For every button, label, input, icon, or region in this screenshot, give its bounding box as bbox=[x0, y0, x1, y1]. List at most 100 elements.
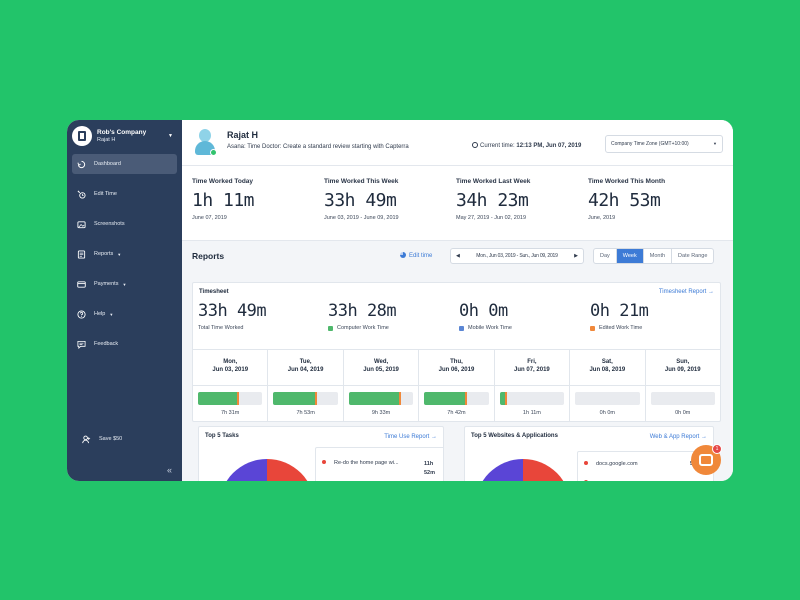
pie-chart-icon bbox=[400, 252, 406, 258]
day-name: Thu, bbox=[450, 359, 463, 365]
task-name: Re-do the home page wi... bbox=[334, 460, 399, 466]
top-websites-panel: Top 5 Websites & Applications Web & App … bbox=[464, 426, 714, 481]
chat-icon bbox=[699, 454, 713, 466]
website-item[interactable] bbox=[584, 480, 596, 481]
stat-date: June 07, 2019 bbox=[192, 215, 227, 221]
online-status-icon bbox=[210, 149, 217, 156]
stat-label: Time Worked Today bbox=[192, 178, 254, 185]
task-time-hours: 11h bbox=[424, 461, 434, 467]
stat-value: 42h 53m bbox=[588, 190, 661, 211]
day-progress-bar bbox=[424, 392, 489, 405]
save-50-label: Save $50 bbox=[99, 436, 123, 442]
day-date: Jun 09, 2019 bbox=[664, 367, 701, 374]
day-progress-bar bbox=[198, 392, 263, 405]
ts-label: Edited Work Time bbox=[599, 325, 643, 331]
sidebar-item-label: Help bbox=[94, 311, 106, 317]
day-progress-fill bbox=[198, 392, 240, 405]
legend-swatch bbox=[328, 325, 333, 331]
stat-value: 34h 23m bbox=[456, 190, 529, 211]
caret-down-icon: ▼ bbox=[117, 251, 122, 257]
tab-week[interactable]: Week bbox=[616, 249, 644, 263]
day-time: 7h 53m bbox=[296, 410, 315, 416]
day-progress-bar bbox=[650, 392, 715, 405]
feedback-icon bbox=[76, 339, 86, 349]
time-worked-summary: Time Worked Today 1h 11m June 07, 2019 T… bbox=[182, 166, 733, 241]
day-time: 9h 33m bbox=[371, 410, 391, 416]
tasks-donut-chart bbox=[219, 459, 315, 481]
stat-label: Time Worked Last Week bbox=[456, 178, 531, 185]
legend-swatch bbox=[590, 325, 595, 331]
sidebar-item-payments[interactable]: Payments ▼ bbox=[72, 274, 177, 294]
day-date: Jun 05, 2019 bbox=[363, 367, 399, 374]
day-column[interactable]: Fri, Jun 07, 2019 1h 11m bbox=[494, 350, 571, 421]
web-app-report-link[interactable]: Web & App Report → bbox=[649, 434, 707, 440]
sidebar: Rob's Company Rajat H ▼ Dashboard Edit T… bbox=[67, 120, 182, 481]
sidebar-item-dashboard[interactable]: Dashboard bbox=[72, 154, 177, 174]
sidebar-item-screenshots[interactable]: Screenshots bbox=[72, 214, 177, 234]
ts-label: Mobile Work Time bbox=[468, 325, 512, 331]
tab-date-range[interactable]: Date Range bbox=[678, 253, 708, 259]
tab-month[interactable]: Month bbox=[644, 249, 673, 263]
day-column[interactable]: Mon, Jun 03, 2019 7h 31m bbox=[193, 350, 269, 421]
task-item[interactable]: Re-do the home page wi... bbox=[322, 460, 399, 466]
timesheet-card: Timesheet Timesheet Report → 33h 49m Tot… bbox=[192, 282, 721, 422]
period-tabs: Day Week Month Date Range bbox=[593, 248, 715, 264]
caret-down-icon: ▼ bbox=[168, 133, 173, 139]
stat-this-week: Time Worked This Week 33h 49m June 03, 2… bbox=[324, 178, 399, 221]
top-bar: Rajat H Asana: Time Doctor: Create a sta… bbox=[182, 120, 733, 166]
day-date: Jun 04, 2019 bbox=[287, 367, 324, 374]
app-window: Rob's Company Rajat H ▼ Dashboard Edit T… bbox=[67, 120, 733, 481]
sidebar-item-feedback[interactable]: Feedback bbox=[72, 334, 177, 354]
sidebar-item-help[interactable]: Help ▼ bbox=[72, 304, 177, 324]
day-progress-bar bbox=[499, 392, 565, 405]
avatar[interactable] bbox=[195, 129, 217, 156]
daily-breakdown: Mon, Jun 03, 2019 7h 31m Tue, Jun 04, 2019… bbox=[193, 349, 720, 421]
company-switcher[interactable]: Rob's Company Rajat H ▼ bbox=[67, 122, 182, 150]
day-time: 7h 31m bbox=[221, 410, 240, 416]
payments-icon bbox=[76, 279, 86, 289]
tasks-list: Re-do the home page wi... 11h 52m bbox=[315, 447, 443, 481]
save-50-button[interactable]: Save $50 bbox=[77, 429, 122, 449]
sidebar-item-edit-time[interactable]: Edit Time bbox=[72, 184, 177, 204]
timesheet-report-link[interactable]: Timesheet Report → bbox=[658, 289, 714, 295]
day-column[interactable]: Thu, Jun 06, 2019 7h 42m bbox=[419, 350, 495, 421]
ts-label: Computer Work Time bbox=[337, 325, 389, 331]
stat-value: 1h 11m bbox=[192, 190, 255, 211]
tab-day[interactable]: Day bbox=[594, 249, 617, 263]
day-column[interactable]: Sun, Jun 09, 2019 0h 0m bbox=[645, 350, 720, 421]
collapse-sidebar-icon[interactable]: « bbox=[166, 465, 172, 475]
clock-icon bbox=[472, 142, 478, 148]
day-column[interactable]: Sat, Jun 08, 2019 0h 0m bbox=[570, 350, 646, 421]
ts-value: 33h 28m bbox=[328, 301, 397, 321]
sidebar-item-reports[interactable]: Reports ▼ bbox=[72, 244, 177, 264]
website-name: docs.google.com bbox=[596, 461, 638, 467]
timezone-select[interactable]: Company Time Zone (GMT+10:00) ▼ bbox=[605, 135, 723, 153]
day-time: 0h 0m bbox=[599, 410, 615, 416]
dashboard-icon bbox=[76, 159, 86, 169]
company-name: Rob's Company bbox=[97, 129, 147, 137]
day-column[interactable]: Tue, Jun 04, 2019 7h 53m bbox=[268, 350, 344, 421]
current-time-value: 12:13 PM, Jun 07, 2019 bbox=[516, 143, 582, 149]
ts-label: Total Time Worked bbox=[198, 325, 244, 331]
edit-time-icon bbox=[76, 189, 86, 199]
task-time: 11h 52m bbox=[424, 460, 435, 478]
day-column[interactable]: Wed, Jun 05, 2019 9h 33m bbox=[343, 350, 420, 421]
sidebar-item-label: Payments bbox=[94, 281, 119, 287]
date-range-picker[interactable]: ◀ Mon., Jun 03, 2019 - Sun., Jun 09, 201… bbox=[450, 248, 584, 264]
reports-toolbar: Reports Edit time ◀ Mon., Jun 03, 2019 -… bbox=[182, 241, 733, 277]
day-progress-bar bbox=[575, 392, 640, 405]
edit-time-link[interactable]: Edit time bbox=[400, 252, 432, 259]
day-name: Sat, bbox=[601, 359, 613, 365]
stat-date: May 27, 2019 - Jun 02, 2019 bbox=[456, 215, 527, 221]
website-item[interactable]: docs.google.com bbox=[584, 461, 638, 467]
day-progress-fill bbox=[348, 392, 402, 405]
reports-title: Reports bbox=[192, 251, 225, 261]
next-week-icon[interactable]: ▶ bbox=[574, 253, 578, 259]
time-use-report-link[interactable]: Time Use Report → bbox=[384, 434, 437, 440]
stat-last-week: Time Worked Last Week 34h 23m May 27, 20… bbox=[456, 178, 530, 221]
day-name: Tue, bbox=[299, 359, 312, 365]
website-color-dot bbox=[584, 480, 588, 481]
prev-week-icon[interactable]: ◀ bbox=[456, 253, 460, 259]
top-tasks-title: Top 5 Tasks bbox=[205, 433, 239, 439]
day-name: Mon, bbox=[223, 359, 238, 365]
